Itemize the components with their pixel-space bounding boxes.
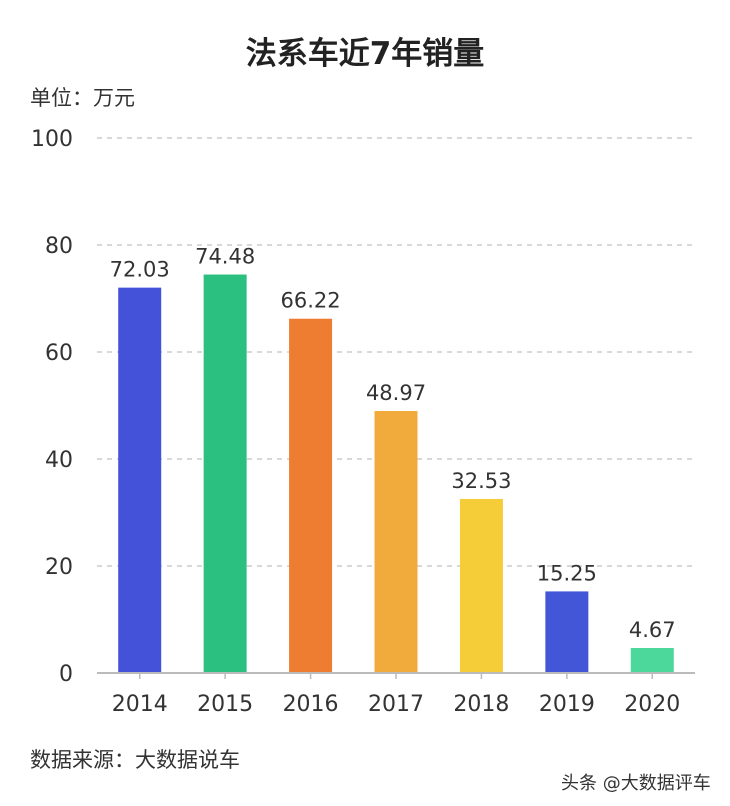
data-label: 74.48 — [195, 245, 255, 269]
y-tick-label: 20 — [45, 555, 73, 580]
x-tick-label: 2014 — [112, 692, 168, 717]
y-tick-label: 60 — [45, 341, 73, 366]
data-label: 32.53 — [451, 469, 511, 493]
x-tick-label: 2018 — [453, 692, 509, 717]
data-label: 48.97 — [366, 381, 426, 405]
y-tick-label: 40 — [45, 448, 73, 473]
data-label: 4.67 — [629, 618, 676, 642]
x-tick-label: 2015 — [197, 692, 253, 717]
bar-2018 — [459, 498, 503, 673]
y-tick-label: 80 — [45, 234, 73, 259]
bar-2019 — [545, 591, 589, 673]
bar-2016 — [289, 318, 333, 673]
source-label: 数据来源：大数据说车 — [30, 748, 240, 772]
y-tick-label: 100 — [31, 127, 73, 152]
bar-2015 — [203, 274, 247, 673]
bar-2017 — [374, 411, 418, 673]
bar-2014 — [118, 287, 162, 673]
bar-2020 — [630, 648, 674, 673]
y-tick-label: 0 — [59, 662, 73, 687]
data-label: 66.22 — [281, 289, 341, 313]
x-tick-label: 2020 — [624, 692, 680, 717]
x-tick-label: 2019 — [539, 692, 595, 717]
x-tick-label: 2017 — [368, 692, 424, 717]
x-tick-label: 2016 — [283, 692, 339, 717]
data-label: 72.03 — [110, 258, 170, 282]
chart-title: 法系车近7年销量 — [245, 36, 485, 72]
unit-label: 单位：万元 — [30, 86, 135, 110]
watermark: 头条 @大数据评车 — [561, 773, 711, 794]
data-label: 15.25 — [537, 561, 597, 585]
